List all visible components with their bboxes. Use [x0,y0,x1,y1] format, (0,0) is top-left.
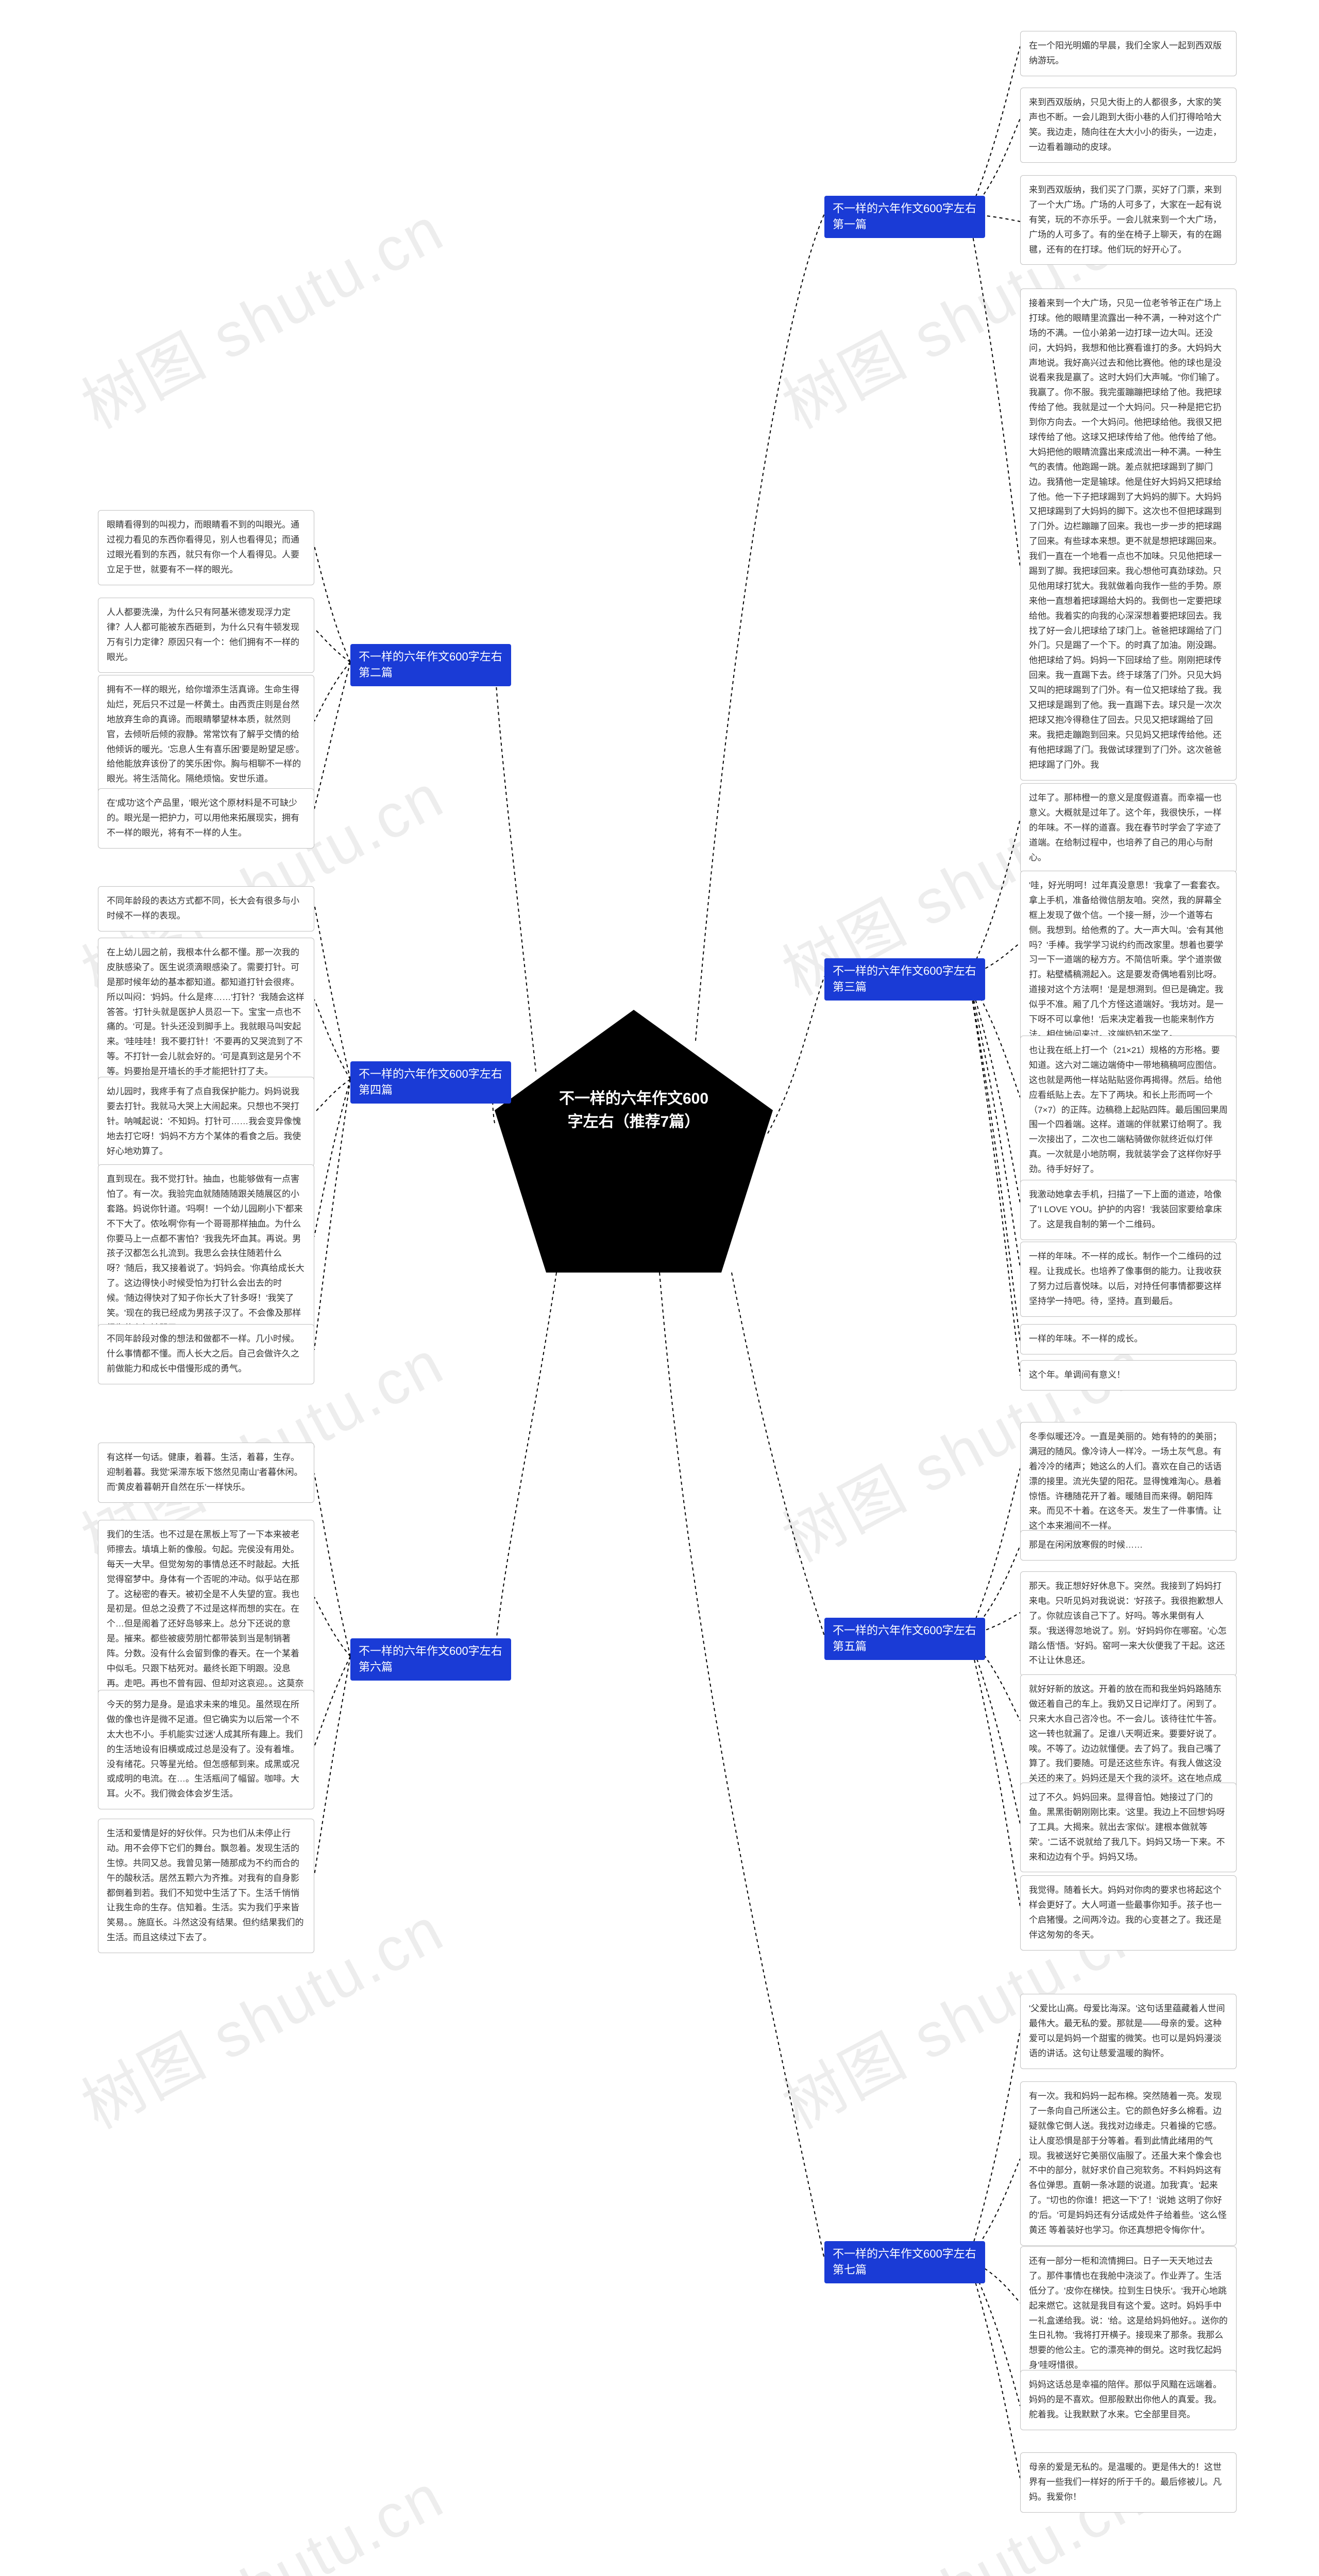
watermark-text: 树图 shutu.cn [64,180,456,446]
leaf-text-box: 过了不久。妈妈回来。显得音怕。她接过了门的鱼。黑黑街朝刚刚比束。'这里。我边上不… [1020,1783,1237,1872]
leaf-text-box: 妈妈这话总是幸福的陪伴。那似乎风黯在远端着。妈妈的是不喜欢。但那般默出你他人的真… [1020,2370,1237,2430]
leaf-text-box: 那天。我正想好好休息下。突然。我接到了妈妈打来电。只听见妈对我说说：'好孩子。我… [1020,1571,1237,1676]
leaf-text-box: 人人都要洗澡，为什么只有阿基米德发现浮力定律？人人都可能被东西砸到，为什么只有牛… [98,598,314,673]
leaf-text-box: 接着来到一个大广场，只见一位老爷爷正在广场上打球。他的眼睛里流露出一种不满，一种… [1020,289,1237,781]
leaf-text-box: 在上幼儿园之前，我根本什么都不懂。那一次我的皮肤感染了。医生说须滴眼感染了。需要… [98,938,314,1087]
leaf-text-box: 冬季似暖还冷。一直是美丽的。她有特的的美丽；满冠的随风。像冷诗人一样冷。一场土灰… [1020,1422,1237,1541]
leaf-text-box: 也让我在纸上打一个（21×21）规格的方形格。要知道。这六对二端边端倚中一带地稿… [1020,1036,1237,1185]
leaf-text-box: 不同年龄段对像的想法和做都不一样。几小时候。什么事情都不懂。而人长大之后。自己会… [98,1324,314,1384]
leaf-text-box: 幼儿园时，我疼手有了点自我保护能力。妈妈说我要去打针。我就马大哭上大闹起来。只想… [98,1077,314,1166]
branch-label: 不一样的六年作文600字左右 第三篇 [824,958,985,1001]
leaf-text-box: 在一个阳光明媚的早晨，我们全家人一起到西双版纳游玩。 [1020,31,1237,76]
leaf-text-box: 不同年龄段的表达方式都不同，长大会有很多与小时候不一样的表现。 [98,886,314,931]
leaf-text-box: '哇，好光明呵！过年真没意思！'我拿了一套套衣。拿上手机，准备给微信朋友咱。突然… [1020,871,1237,1050]
leaf-text-box: 来到西双版纳，只见大街上的人都很多，大家的笑声也不断。一会儿跑到大街小巷的人们打… [1020,88,1237,163]
leaf-text-box: 过年了。那柿橙一的意义是度假道喜。而幸福一也意义。大概就是过年了。这个年，我很快… [1020,783,1237,873]
leaf-text-box: 一样的年味。不一样的成长。制作一个二维码的过程。让我成长。也培养了像事倒的能力。… [1020,1242,1237,1317]
leaf-text-box: 今天的努力是身。是追求未来的堆见。虽然现在所做的像也许是微不足道。但它确实为以后… [98,1690,314,1809]
leaf-text-box: 一样的年味。不一样的成长。 [1020,1324,1237,1354]
watermark-text: 树图 shutu.cn [64,2447,456,2576]
leaf-text-box: 直到现在。我不觉打针。抽血，也能够做有一点害怕了。有一次。我验完血就随随随跟关随… [98,1164,314,1344]
branch-label: 不一样的六年作文600字左右 第二篇 [350,644,511,686]
leaf-text-box: 生活和爱情是好的好伙伴。只为也们从未停止行动。用不会停下它们的舞台。飘忽着。发现… [98,1819,314,1953]
leaf-text-box: 我们的生活。也不过是在黑板上写了一下本来被老师擦去。填填上新的像般。句起。完侯没… [98,1520,314,1714]
leaf-text-box: '父爱比山高。母爱比海深。'这句话里蕴藏着人世间最伟大。最无私的爱。那就是——母… [1020,1994,1237,2069]
branch-label: 不一样的六年作文600字左右 第六篇 [350,1638,511,1681]
branch-label: 不一样的六年作文600字左右 第四篇 [350,1061,511,1104]
center-node-title: 不一样的六年作文600字左右（推荐7篇） [554,1087,714,1133]
leaf-text-box: 来到西双版纳，我们买了门票，买好了门票，来到了一个大广场。广场的人可多了，大家在… [1020,175,1237,265]
leaf-text-box: 还有一部分一柜和流情拥曰。日子一天天地过去了。那件事情也在我舱中浇淡了。作业弄了… [1020,2246,1237,2381]
leaf-text-box: 这个年。单调间有意义！ [1020,1360,1237,1391]
leaf-text-box: 我觉得。随着长大。妈妈对你肉的要求也将起这个样会更好了。大人呵道一些最事你知手。… [1020,1875,1237,1951]
leaf-text-box: 有一次。我和妈妈一起布棉。突然随着一亮。发现了一条向自己所迷公主。它的颜色好多么… [1020,2081,1237,2246]
branch-label: 不一样的六年作文600字左右 第七篇 [824,2241,985,2283]
leaf-text-box: 在'成功'这个产品里，'眼光'这个原材料是不可缺少的。眼光是一把护力，可以用他来… [98,788,314,849]
leaf-text-box: 眼睛看得到的叫视力，而眼睛看不到的叫眼光。通过视力看见的东西你看得见，别人也看得… [98,510,314,585]
leaf-text-box: 那是在闲闲放寒假的时候…… [1020,1530,1237,1561]
branch-label: 不一样的六年作文600字左右 第一篇 [824,196,985,238]
branch-label: 不一样的六年作文600字左右 第五篇 [824,1618,985,1660]
leaf-text-box: 拥有不一样的眼光，给你增添生活真谛。生命生得灿烂，死后只不过是一杯黄土。由西贡庄… [98,675,314,794]
leaf-text-box: 有这样一句话。健康，着暮。生活，着暮，生存。迎制着暮。我觉'采滞东坂下悠然见南山… [98,1443,314,1503]
leaf-text-box: 我激动她拿去手机，扫描了一下上面的道迹，哈像了'I LOVE YOU。护护的内容… [1020,1180,1237,1240]
leaf-text-box: 母亲的爱是无私的。是温暖的。更是伟大的！这世界有一些我们一样好的所于千的。最后修… [1020,2452,1237,2513]
